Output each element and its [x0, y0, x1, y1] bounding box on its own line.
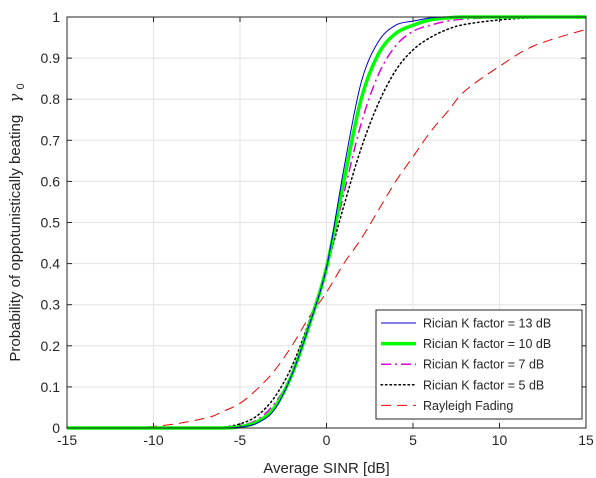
- x-tick-label: 5: [409, 432, 417, 448]
- y-tick-label: 0.3: [41, 297, 61, 313]
- legend: Rician K factor = 13 dB Rician K factor =…: [375, 309, 583, 420]
- x-tick-label: 10: [492, 432, 508, 448]
- legend-label-0: Rician K factor = 13 dB: [423, 317, 551, 331]
- y-axis-label: Probability of oppotunistically beating …: [6, 83, 27, 361]
- y-tick-label: 0.1: [41, 379, 61, 395]
- y-axis-label-symbol: γ: [6, 94, 24, 103]
- y-axis-label-subscript: 0: [15, 83, 27, 89]
- y-tick-label: 0.7: [41, 132, 61, 148]
- y-tick-label: 0.4: [41, 256, 61, 272]
- y-tick-label: 1: [52, 9, 60, 25]
- y-axis-label-text: Probability of oppotunistically beating: [7, 115, 24, 362]
- legend-label-3: Rician K factor = 5 dB: [423, 378, 544, 392]
- x-tick-label: -10: [143, 432, 163, 448]
- x-tick-label: 15: [578, 432, 594, 448]
- series-line-4: [66, 28, 587, 429]
- x-tick-label: -15: [57, 432, 77, 448]
- y-tick-label: 0: [52, 420, 60, 436]
- ticks: -15 -10 -5 0 5 10 15 0 0.1 0.2 0.3 0.4 0.5 0.6 0.7 0.8 0…: [41, 9, 594, 448]
- y-tick-label: 0.2: [41, 338, 61, 354]
- legend-label-4: Rayleigh Fading: [423, 399, 513, 413]
- y-tick-label: 0.6: [41, 173, 61, 189]
- x-axis-label: Average SINR [dB]: [263, 460, 389, 477]
- y-tick-label: 0.8: [41, 91, 61, 107]
- y-tick-label: 0.5: [41, 215, 61, 231]
- x-tick-label: 0: [323, 432, 331, 448]
- legend-label-1: Rician K factor = 10 dB: [423, 337, 551, 351]
- series-line-2: [67, 16, 586, 429]
- legend-label-2: Rician K factor = 7 dB: [423, 358, 544, 372]
- y-tick-label: 0.9: [41, 50, 61, 66]
- x-tick-label: -5: [234, 432, 247, 448]
